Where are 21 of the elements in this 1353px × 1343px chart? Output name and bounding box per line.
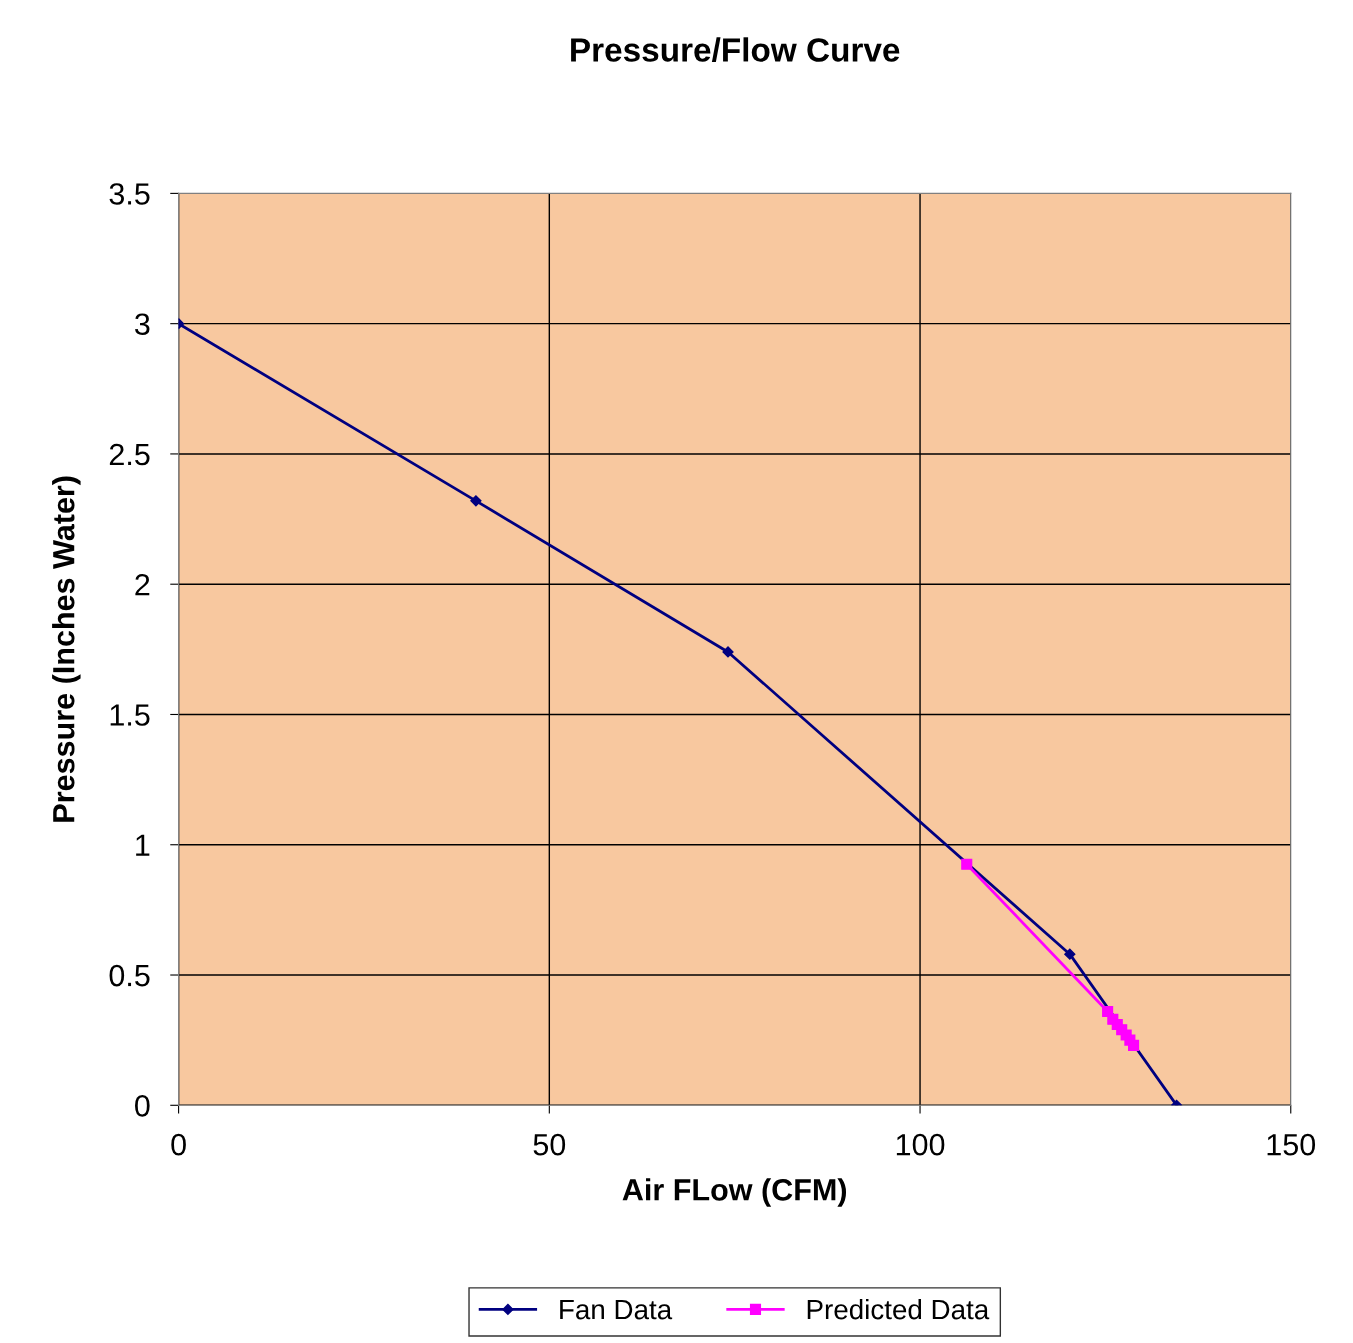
y-tick-label: 3 xyxy=(134,313,150,336)
y-tick-label: 2.5 xyxy=(109,443,150,466)
point xyxy=(1128,1039,1140,1051)
legend-label: Predicted Data xyxy=(807,1298,990,1320)
chart-title: Pressure/Flow Curve xyxy=(571,37,900,63)
x-tick-label: 100 xyxy=(896,1133,945,1156)
y-axis-title: Pressure (Inches Water) xyxy=(52,476,81,822)
point xyxy=(1064,948,1076,960)
y-tick-label: 0.5 xyxy=(109,964,150,987)
x-tick-label: 150 xyxy=(1267,1133,1316,1156)
y-tick-label: 3.5 xyxy=(109,183,150,205)
point xyxy=(470,495,482,507)
x-tick-label: 0 xyxy=(171,1133,186,1156)
point xyxy=(961,858,973,870)
x-tick-label: 50 xyxy=(533,1133,566,1156)
y-tick-label: 1 xyxy=(136,834,150,856)
y-tick-label: 2 xyxy=(135,573,150,596)
x-axis-title: Air FLow (CFM) xyxy=(622,1178,847,1207)
y-tick-label: 0 xyxy=(135,1095,150,1117)
legend-label: Fan Data xyxy=(560,1300,673,1320)
y-tick-label: 1.5 xyxy=(110,704,150,726)
